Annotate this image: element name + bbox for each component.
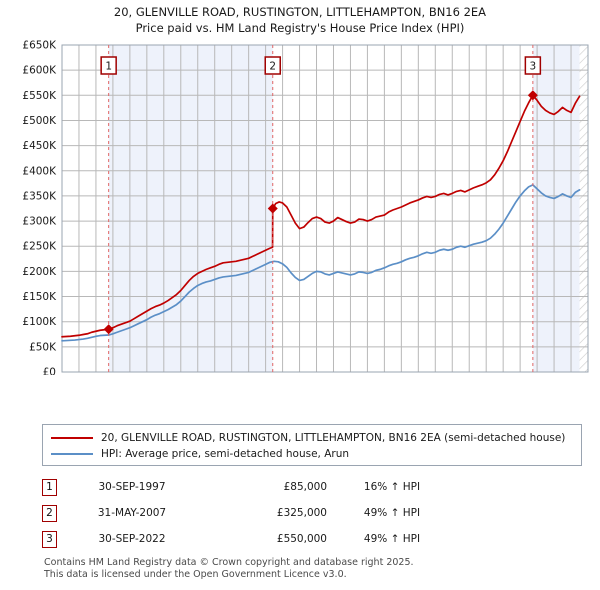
legend-label-property: 20, GLENVILLE ROAD, RUSTINGTON, LITTLEHA… [101,432,566,444]
svg-text:£300K: £300K [22,216,57,228]
svg-text:£650K: £650K [22,40,57,52]
table-row: 1 30-SEP-1997 £85,000 16% ↑ HPI [42,474,582,500]
legend-swatch-property [51,437,93,439]
table-row: 2 31-MAY-2007 £325,000 49% ↑ HPI [42,500,582,526]
transaction-hpi-delta-3: 49% ↑ HPI [363,533,421,545]
svg-text:£600K: £600K [22,65,57,77]
svg-text:£100K: £100K [22,316,57,328]
legend-label-hpi: HPI: Average price, semi-detached house,… [101,448,350,460]
transaction-date-3: 30-SEP-2022 [98,533,166,545]
transaction-price-2: £325,000 [276,507,327,519]
svg-text:£50K: £50K [29,341,57,353]
svg-text:£200K: £200K [22,266,57,278]
footer-line-2: This data is licensed under the Open Gov… [44,569,347,580]
chart-canvas: £0 £50K £100K £150K £200K £250K £300K £350K £400… [22,40,589,376]
svg-text:£550K: £550K [22,90,57,102]
transaction-badge-3: 3 [42,530,57,548]
legend-swatch-hpi [51,453,93,455]
svg-text:£400K: £400K [22,165,57,177]
transaction-hpi-delta-1: 16% ↑ HPI [363,481,421,493]
chart-title-block: 20, GLENVILLE ROAD, RUSTINGTON, LITTLEHA… [0,4,600,36]
page-subtitle: Price paid vs. HM Land Registry's House … [135,21,465,35]
copyright-footer: Contains HM Land Registry data © Crown c… [44,557,584,581]
table-row: 3 30-SEP-2022 £550,000 49% ↑ HPI [42,526,582,552]
transaction-price-1: £85,000 [283,481,327,493]
svg-text:1: 1 [105,61,112,73]
transaction-hpi-delta-2: 49% ↑ HPI [363,507,421,519]
legend-item-hpi: HPI: Average price, semi-detached house,… [51,446,573,462]
legend-item-property: 20, GLENVILLE ROAD, RUSTINGTON, LITTLEHA… [51,430,573,446]
svg-text:3: 3 [530,61,537,73]
chart-legend: 20, GLENVILLE ROAD, RUSTINGTON, LITTLEHA… [42,424,582,466]
svg-text:£250K: £250K [22,241,57,253]
price-history-chart: £0 £50K £100K £150K £200K £250K £300K £350K £400… [0,40,600,375]
transactions-table: 1 30-SEP-1997 £85,000 16% ↑ HPI 2 31-MAY… [42,474,582,552]
transaction-date-1: 30-SEP-1997 [98,481,166,493]
svg-text:2: 2 [269,61,276,73]
footer-line-1: Contains HM Land Registry data © Crown c… [44,557,414,568]
svg-text:£450K: £450K [22,140,57,152]
transaction-badge-1: 1 [42,478,57,496]
transaction-price-3: £550,000 [276,533,327,545]
svg-text:£500K: £500K [22,115,57,127]
svg-text:£350K: £350K [22,190,57,202]
page-title: 20, GLENVILLE ROAD, RUSTINGTON, LITTLEHA… [113,5,487,19]
svg-text:£150K: £150K [22,291,57,303]
transaction-badge-2: 2 [42,504,57,522]
svg-text:£0: £0 [43,367,56,376]
transaction-date-2: 31-MAY-2007 [97,507,167,519]
